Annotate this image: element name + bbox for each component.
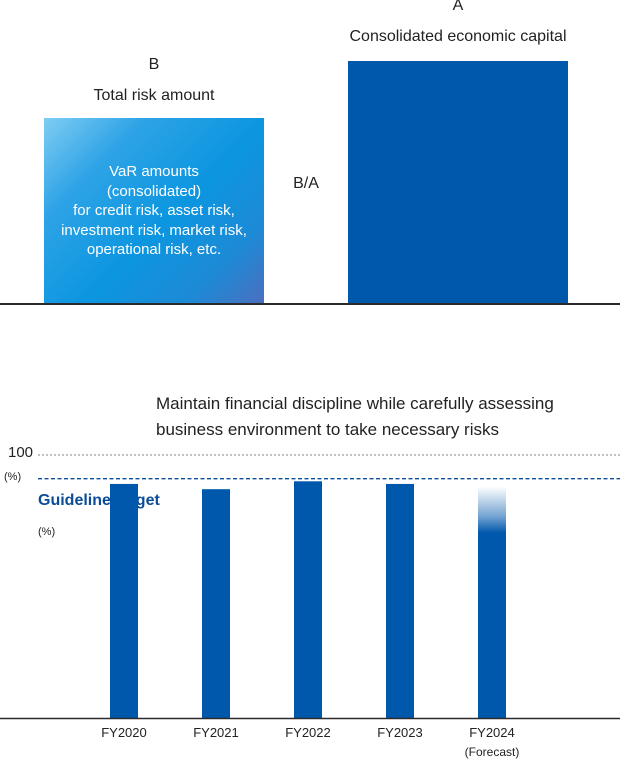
message-line-2: business environment to take necessary r…: [156, 420, 499, 439]
bar-fy2024: [478, 486, 506, 718]
economic-capital-box: [348, 61, 568, 304]
guideline-unit-label: (%): [38, 526, 56, 538]
total-risk-line-3: for credit risk, asset risk,: [73, 202, 235, 220]
b-letter: B: [148, 56, 160, 73]
x-tick-label: FY2023: [377, 725, 423, 740]
b-label: Total risk amount: [93, 87, 215, 104]
x-tick-label: FY2020: [101, 725, 147, 740]
x-tick-label: FY2024: [469, 725, 515, 740]
diagram-baseline: [0, 303, 620, 305]
bar-fy2020: [110, 483, 138, 718]
x-tick-label: FY2022: [285, 725, 331, 740]
a-letter: A: [452, 0, 464, 14]
total-risk-description: VaR amounts (consolidated) for credit ri…: [57, 162, 251, 260]
total-risk-line-5: operational risk, etc.: [86, 241, 222, 259]
total-risk-line-4: investment risk, market risk,: [61, 221, 247, 239]
total-risk-box: VaR amounts (consolidated) for credit ri…: [44, 118, 264, 304]
total-risk-line-2: (consolidated): [106, 182, 202, 200]
x-tick-label: FY2021: [193, 725, 239, 740]
a-label: Consolidated economic capital: [349, 28, 567, 45]
message: Maintain financial discipline while care…: [156, 391, 620, 443]
bar-fy2023: [386, 483, 414, 718]
bar-fy2021: [202, 489, 230, 718]
x-tick-note: (Forecast): [465, 745, 520, 759]
bar-fy2022: [294, 481, 322, 718]
message-line-1: Maintain financial discipline while care…: [156, 394, 554, 413]
total-risk-line-1: VaR amounts: [109, 163, 199, 181]
y-unit-label: (%): [4, 471, 22, 483]
y-max-label: 100: [8, 444, 34, 461]
ratio-label: B/A: [293, 175, 319, 192]
